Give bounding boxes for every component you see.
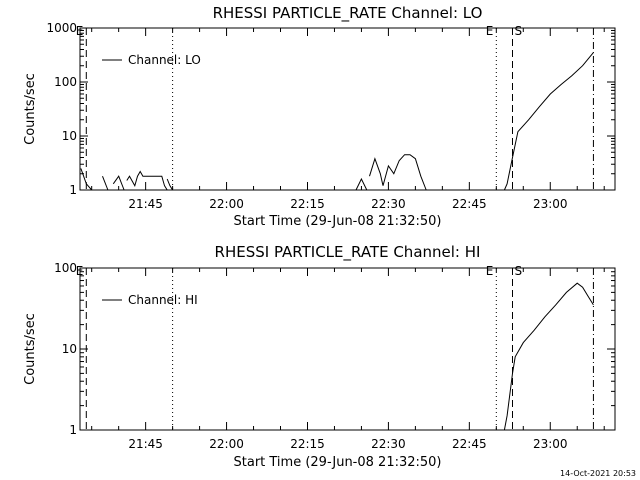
x-axis-label: Start Time (29-Jun-08 21:32:50)	[234, 455, 442, 470]
marker-label: S	[514, 264, 522, 278]
x-tick-label: 22:30	[371, 197, 406, 211]
y-tick-label: 10	[62, 129, 77, 143]
x-tick-label: 22:30	[371, 437, 406, 451]
series-line	[503, 282, 594, 431]
series-line	[166, 178, 174, 191]
chart-panel-2: RHESSI PARTICLE_RATE Channel: HI 1 10 100 21…	[23, 243, 616, 470]
plot-frame	[79, 27, 616, 191]
chart-title: RHESSI PARTICLE_RATE Channel: LO	[213, 4, 483, 23]
y-tick-label: 1	[69, 423, 77, 437]
x-tick-label: 21:45	[128, 437, 163, 451]
x-tick-label: 21:45	[128, 197, 163, 211]
chart-panel-1: RHESSI PARTICLE_RATE Channel: LO 1 10 100 10…	[23, 4, 616, 229]
x-tick-label: 22:15	[290, 197, 325, 211]
x-tick-label: 22:00	[209, 197, 244, 211]
x-tick-label: 23:00	[533, 437, 568, 451]
series-line	[369, 154, 427, 191]
series-line	[112, 175, 125, 191]
x-axis-label: Start Time (29-Jun-08 21:32:50)	[234, 214, 442, 229]
footer-timestamp: 14-Oct-2021 20:53	[560, 469, 636, 478]
marker-label: E	[486, 264, 494, 278]
x-tick-label: 22:00	[209, 437, 244, 451]
y-tick-label: 1	[69, 183, 77, 197]
y-tick-label: 1000	[46, 21, 77, 35]
y-axis-label: Counts/sec	[23, 313, 38, 385]
y-axis-label: Counts/sec	[23, 73, 38, 145]
chart-title: RHESSI PARTICLE_RATE Channel: HI	[215, 243, 481, 262]
series-line	[355, 177, 368, 191]
y-tick-label: 100	[54, 75, 77, 89]
y-tick-label: 100	[54, 261, 77, 275]
series-line	[503, 52, 594, 191]
x-tick-label: 22:45	[452, 437, 487, 451]
x-tick-label: 23:00	[533, 197, 568, 211]
y-tick-label: 10	[62, 342, 77, 356]
x-tick-label: 22:45	[452, 197, 487, 211]
marker-label: E	[76, 264, 84, 278]
legend-label: Channel: LO	[128, 53, 201, 67]
series-line	[102, 176, 109, 191]
series-line	[126, 170, 168, 191]
legend-label: Channel: HI	[128, 293, 198, 307]
marker-label: E	[486, 24, 494, 38]
marker-label: E	[76, 24, 84, 38]
marker-label: S	[514, 24, 522, 38]
series-line	[80, 168, 93, 191]
x-tick-label: 22:15	[290, 437, 325, 451]
